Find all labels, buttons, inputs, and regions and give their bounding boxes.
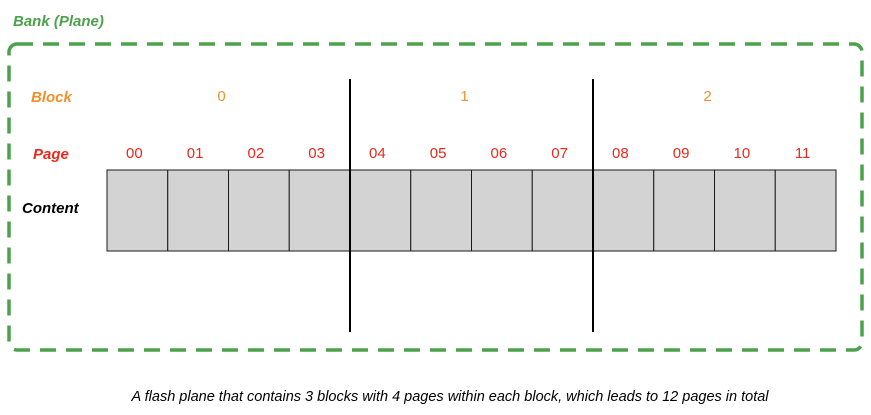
- bank-border: [7, 42, 864, 352]
- page-numbers: 00 01 02 03 04 05 06 07 08 09 10 11: [126, 145, 810, 162]
- block-dividers: [349, 79, 594, 332]
- block-number: 1: [460, 88, 468, 105]
- caption: A flash plane that contains 3 blocks wit…: [130, 389, 769, 405]
- page-number: 06: [491, 145, 508, 162]
- bank-title: Bank (Plane): [13, 13, 104, 30]
- page-number: 10: [734, 145, 751, 162]
- page-number: 09: [673, 145, 690, 162]
- content-row-label: Content: [22, 200, 80, 217]
- block-row-label: Block: [31, 89, 73, 106]
- page-number: 07: [551, 145, 568, 162]
- content-cell: [228, 169, 290, 252]
- content-cell: [471, 169, 533, 252]
- content-cells: [106, 169, 837, 252]
- content-cell: [774, 169, 837, 252]
- content-cell: [653, 169, 715, 252]
- page-number: 11: [795, 145, 811, 162]
- content-cell: [592, 169, 655, 252]
- page-number: 00: [126, 145, 143, 162]
- content-cell: [531, 169, 594, 252]
- page-number: 01: [187, 145, 204, 162]
- page-number: 05: [430, 145, 447, 162]
- content-cell: [410, 169, 472, 252]
- content-cell: [288, 169, 351, 252]
- content-cell: [106, 169, 169, 252]
- page-row-label: Page: [33, 146, 69, 163]
- content-cell: [714, 169, 776, 252]
- block-number: 0: [217, 88, 225, 105]
- page-number: 08: [612, 145, 629, 162]
- page-number: 04: [369, 145, 386, 162]
- block-numbers: 0 1 2: [217, 88, 711, 105]
- content-cell: [349, 169, 412, 252]
- page-number: 03: [308, 145, 325, 162]
- page-number: 02: [248, 145, 265, 162]
- content-cell: [167, 169, 229, 252]
- block-number: 2: [703, 88, 711, 105]
